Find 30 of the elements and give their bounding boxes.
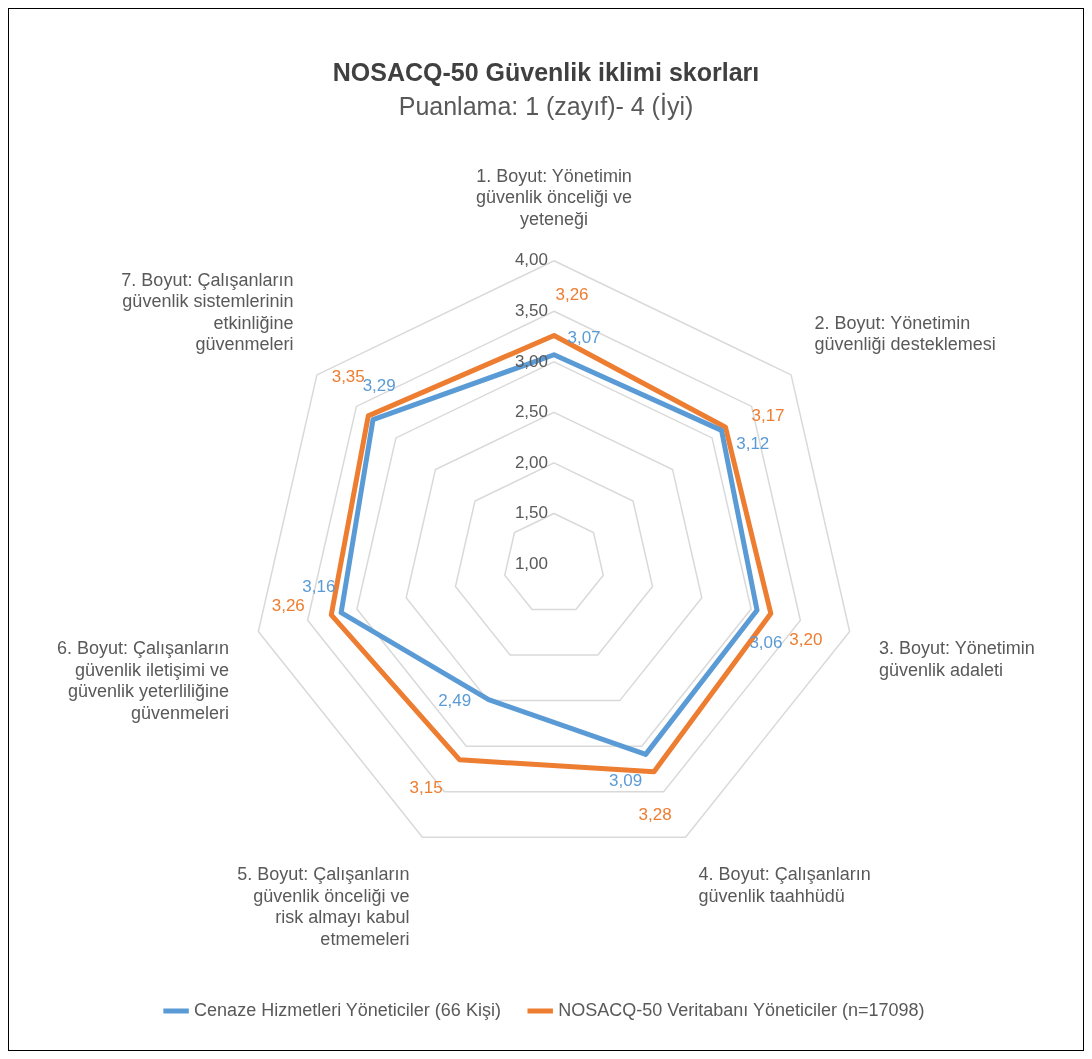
- data-label: 3,06: [749, 632, 783, 652]
- legend-label: Cenaze Hizmetleri Yöneticiler (66 Kişi): [194, 999, 501, 1020]
- data-label: 3,17: [751, 406, 785, 426]
- data-label: 2,49: [438, 690, 472, 710]
- spoke-label: 7. Boyut: Çalışanların güvenlik sistemlerinin etkinliğine güvenmeleri: [121, 269, 294, 355]
- y-tick-label: 3,50: [514, 300, 548, 320]
- y-tick-label: 1,00: [514, 553, 548, 573]
- y-tick-label: 2,00: [514, 452, 548, 472]
- data-label: 3,26: [271, 595, 305, 615]
- data-label: 3,15: [409, 777, 443, 797]
- data-label: 3,35: [331, 366, 365, 386]
- spoke-label: 6. Boyut: Çalışanların güvenlik iletişimi ve güvenlik yeterliliğine güvenmeleri: [57, 637, 230, 723]
- spoke-label: 5. Boyut: Çalışanların güvenlik önceliği ve risk almayı kabul etmemeleri: [237, 864, 410, 949]
- data-label: 3,28: [638, 805, 672, 825]
- y-tick-label: 4,00: [514, 250, 548, 270]
- chart-subtitle: Puanlama: 1 (zayıf)- 4 (İyi): [398, 91, 694, 120]
- data-label: 3,07: [567, 328, 601, 348]
- data-label: 3,16: [302, 576, 336, 596]
- spoke-label: 2. Boyut: Yönetimin güvenliği desteklemesi: [814, 312, 996, 355]
- spoke-label: 3. Boyut: Yönetimin güvenlik adaleti: [878, 637, 1035, 680]
- spoke-label: 1. Boyut: Yönetimin güvenlik önceliği ve yeteneği: [475, 165, 633, 229]
- data-label: 3,09: [609, 771, 643, 791]
- data-label: 3,26: [555, 285, 589, 305]
- data-label: 3,12: [736, 433, 770, 453]
- y-tick-label: 1,50: [514, 503, 548, 523]
- legend-label: NOSACQ-50 Veritabanı Yöneticiler (n=17098): [558, 999, 925, 1020]
- chart-title: NOSACQ-50 Güvenlik iklimi skorları: [332, 57, 760, 86]
- spoke-label: 4. Boyut: Çalışanların güvenlik taahhüdü: [698, 864, 871, 906]
- y-tick-label: 2,50: [514, 402, 548, 422]
- data-label: 3,20: [789, 629, 823, 649]
